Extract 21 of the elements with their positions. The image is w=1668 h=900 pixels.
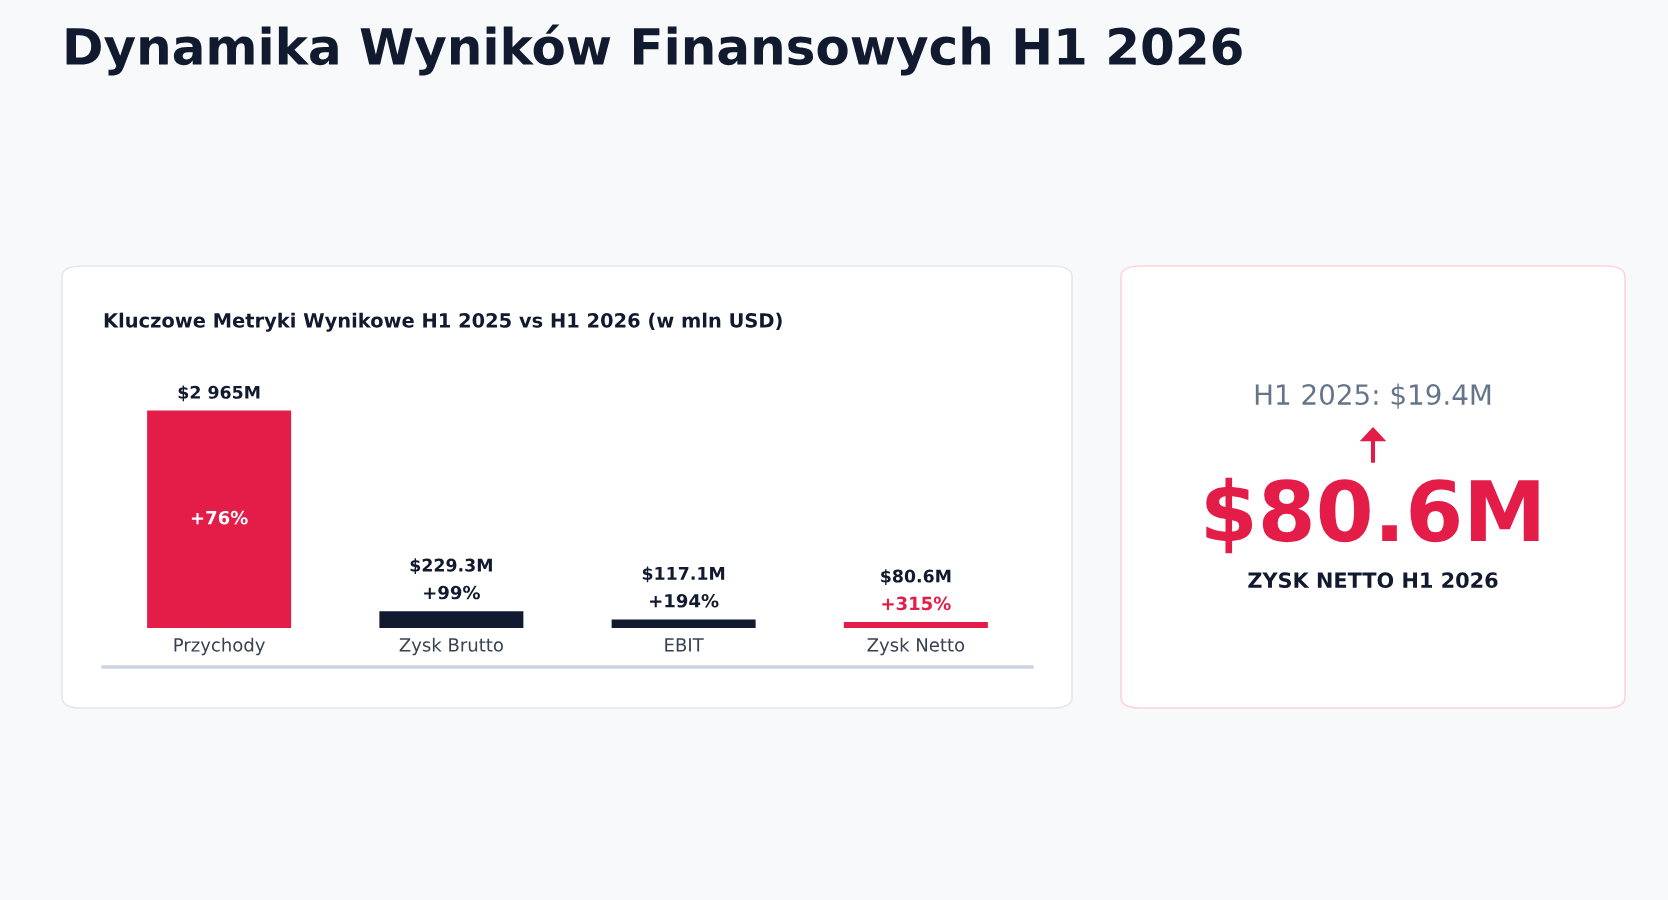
data-label: $80.6M <box>881 569 951 585</box>
text: ZYSK NETTO H1 2026 <box>1248 572 1498 589</box>
x-tick-label: Zysk Brutto <box>399 637 503 656</box>
annotation: +99% <box>424 585 480 600</box>
bar <box>611 619 756 628</box>
data-label: $117.1M <box>642 566 725 583</box>
chart-subtitle: Kluczowe Metryki Wynikowe H1 2025 vs H1 2026 (w mln USD) <box>104 312 782 332</box>
annotation: +315% <box>882 596 951 611</box>
bar <box>147 410 292 628</box>
x-tick-label: Zysk Netto <box>867 637 965 656</box>
annotation: +76% <box>191 510 248 525</box>
chart-title: Dynamika Wyników Finansowych H1 2026 <box>66 24 1242 76</box>
text: $80.6M <box>1206 477 1539 554</box>
x-tick-label: Przychody <box>174 637 265 656</box>
data-label: $2 965M <box>178 385 260 402</box>
x-tick-label: EBIT <box>665 638 704 652</box>
text: H1 2025: $19.4M <box>1255 383 1491 409</box>
annotation: +194% <box>650 593 719 608</box>
data-label: $229.3M <box>410 558 492 575</box>
bar <box>379 611 524 628</box>
bar <box>843 622 988 628</box>
